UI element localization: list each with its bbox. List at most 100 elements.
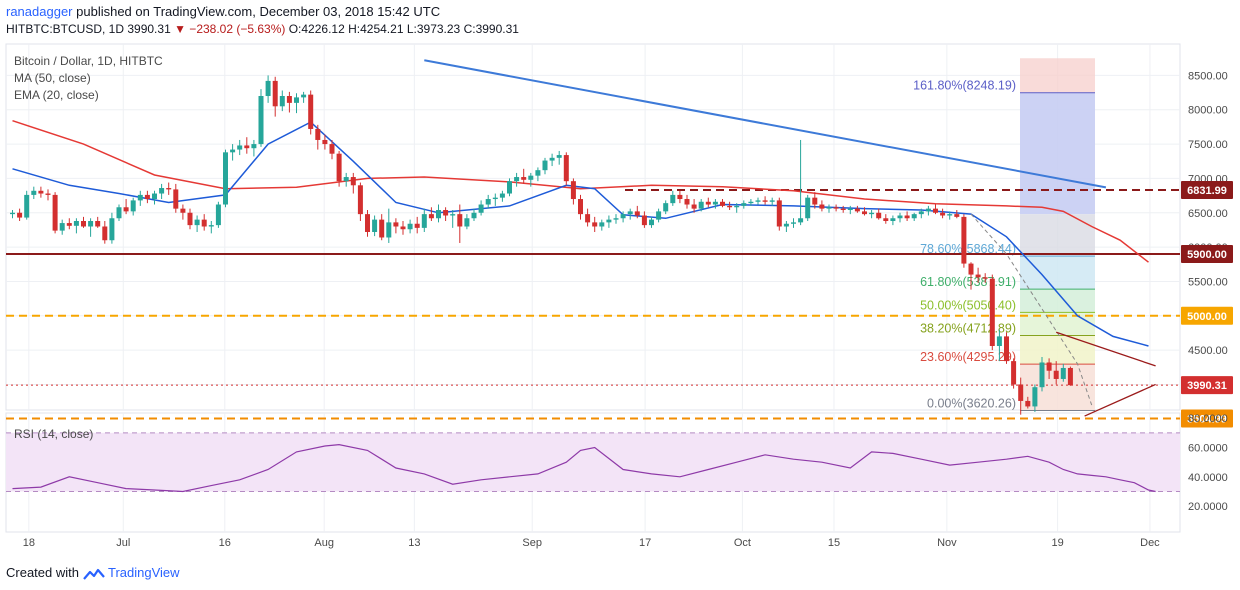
level-price-label: 3504.99 <box>1187 413 1227 425</box>
candle-body <box>542 160 548 171</box>
candle-body <box>322 139 328 145</box>
level-price-tag <box>1181 306 1233 325</box>
rsi-tick-label: 80.0000 <box>1188 413 1228 425</box>
candle-body <box>450 214 456 216</box>
candle-body <box>641 215 647 226</box>
candle-body <box>31 190 37 195</box>
candle-body <box>38 190 44 194</box>
candle-body <box>265 80 271 97</box>
candle-body <box>748 201 754 204</box>
candle-body <box>684 199 690 205</box>
candle-body <box>741 203 747 206</box>
candle-body <box>996 336 1002 346</box>
candle-body <box>187 212 193 226</box>
author-link[interactable]: ranadagger <box>6 4 73 19</box>
candle-body <box>59 223 65 231</box>
candle-body <box>1018 384 1024 401</box>
candle-body <box>514 177 520 182</box>
candle-body <box>478 204 484 213</box>
x-tick-label: Jul <box>116 537 130 549</box>
candle-body <box>343 177 349 182</box>
candle-body <box>66 223 72 226</box>
y-tick-label: 4500.00 <box>1188 345 1228 357</box>
fib-band <box>1020 312 1095 336</box>
price-change: ▼ −238.02 (−5.63%) <box>174 22 286 36</box>
footer: Created with TradingView <box>6 565 180 581</box>
candle-body <box>869 212 875 215</box>
candle-body <box>95 221 101 227</box>
symbol-line: HITBTC:BTCUSD, 1D <box>6 22 125 36</box>
x-tick-label: 15 <box>828 537 840 549</box>
candle-body <box>656 211 662 220</box>
tradingview-brand[interactable]: TradingView <box>108 565 180 580</box>
candle-body <box>17 212 23 218</box>
level-price-tag <box>1181 244 1233 263</box>
x-tick-label: Aug <box>314 537 334 549</box>
candle-body <box>521 177 527 180</box>
level-price-label: 6831.99 <box>1187 185 1227 197</box>
candle-body <box>272 80 278 107</box>
rsi-tick-label: 40.0000 <box>1188 472 1228 484</box>
legend-title: Bitcoin / Dollar, 1D, HITBTC <box>14 54 163 68</box>
candle-body <box>357 185 363 215</box>
triangle-upper-line <box>1055 331 1156 367</box>
candle-body <box>549 157 555 161</box>
candle-body <box>791 222 796 224</box>
level-price-label: 5900.00 <box>1187 249 1227 261</box>
candle-body <box>925 208 931 212</box>
candle-body <box>443 210 449 216</box>
candle-body <box>507 181 512 194</box>
candle-body <box>563 155 569 182</box>
candle-body <box>407 223 413 230</box>
ma-50-line <box>12 119 1149 263</box>
rsi-line <box>12 443 1156 493</box>
candle-body <box>798 218 804 223</box>
candle-body <box>350 177 356 186</box>
candle-body <box>365 214 370 232</box>
candle-body <box>634 211 640 216</box>
candle-body <box>1053 370 1059 379</box>
candle-body <box>840 208 846 211</box>
fib-level-label: 50.00%(5050.40) <box>920 298 1016 312</box>
candle-body <box>862 211 867 215</box>
candle-body <box>301 94 307 98</box>
candle-body <box>535 170 541 176</box>
candle-body <box>109 218 115 241</box>
x-tick-label: Sep <box>522 537 542 549</box>
legend-ema: EMA (20, close) <box>14 88 99 102</box>
candle-body <box>627 211 633 215</box>
descending-trendline <box>424 59 1107 189</box>
candle-body <box>52 194 58 231</box>
candle-body <box>201 219 207 227</box>
fib-level-label: 78.60%(5868.44) <box>920 242 1016 256</box>
candle-body <box>485 199 491 205</box>
candle-body <box>947 214 953 216</box>
candle-body <box>968 263 974 275</box>
candle-body <box>1032 387 1038 407</box>
candle-body <box>961 216 967 264</box>
x-tick-label: 13 <box>408 537 420 549</box>
candle-body <box>294 97 299 103</box>
candle-body <box>570 181 576 200</box>
fib-band <box>1020 289 1095 313</box>
candle-body <box>208 225 214 227</box>
candle-body <box>528 175 534 180</box>
fib-band <box>1020 256 1095 290</box>
candle-body <box>116 207 122 219</box>
candle-body <box>73 221 79 226</box>
level-price-label: 3990.31 <box>1187 380 1227 392</box>
low-value: L:3973.23 <box>406 22 461 36</box>
y-tick-label: 6500.00 <box>1188 208 1228 220</box>
candle-body <box>1046 362 1052 371</box>
publish-line: ranadagger published on TradingView.com,… <box>6 4 440 19</box>
candle-body <box>464 218 470 227</box>
candle-body <box>585 214 591 223</box>
candle-body <box>620 214 626 219</box>
fib-level-label: 23.60%(4295.29) <box>920 350 1016 364</box>
candle-body <box>854 208 860 212</box>
candle-body <box>762 200 768 202</box>
last-price: 3990.31 <box>127 22 171 36</box>
ohlc-line: HITBTC:BTCUSD, 1D 3990.31 ▼ −238.02 (−5.… <box>6 22 519 36</box>
candle-body <box>876 212 882 219</box>
